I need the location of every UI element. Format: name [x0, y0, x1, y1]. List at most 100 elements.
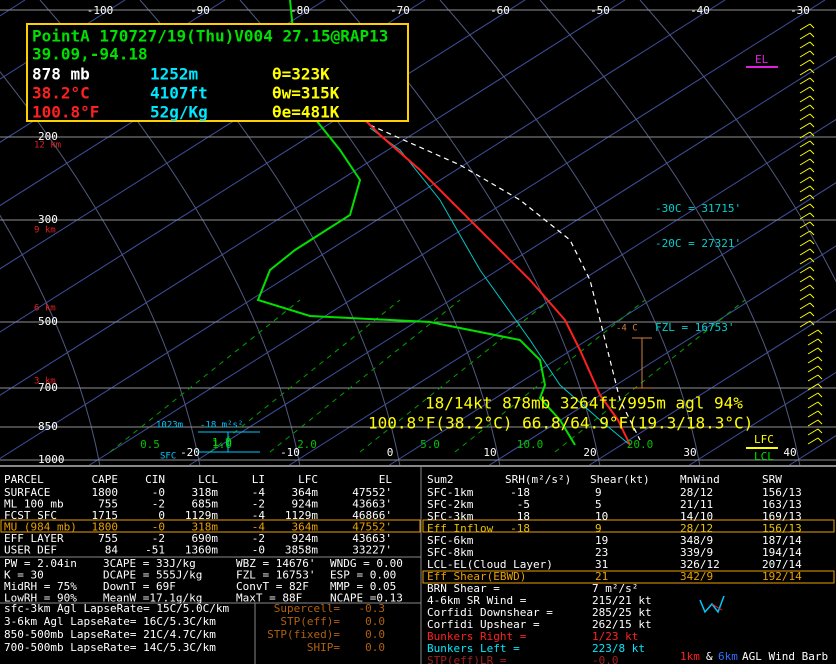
parcel-cell: 43663'	[352, 532, 392, 545]
wind-barb	[799, 284, 811, 292]
wind-barbs	[799, 23, 823, 445]
wind-barb	[817, 347, 823, 353]
parcel-cell: 1129m	[285, 509, 318, 522]
wind-barb	[809, 68, 815, 74]
top-axis-label: -80	[290, 4, 310, 17]
wind-barb	[817, 329, 823, 335]
kin-cell: Eff Inflow	[427, 522, 494, 535]
wind-barb	[809, 113, 815, 119]
kin-cell: SFC-8km	[427, 546, 474, 559]
param: NCAPE =0.13	[330, 592, 403, 605]
footer-6km: 6km	[718, 650, 738, 663]
parcel-cell: 43663'	[352, 498, 392, 511]
composite-label: Supercell=	[274, 602, 341, 615]
wind-barb	[817, 365, 823, 371]
wind-barb	[817, 392, 823, 398]
parcel-cell: EFF LAYER	[4, 532, 64, 545]
wind-barb	[807, 338, 819, 346]
readout: 878 mb 1252m θ=323K 38.2°C 4107ft θw=315K 100.…	[32, 65, 340, 122]
wind-barb	[799, 212, 811, 220]
wind-barb	[799, 131, 811, 139]
top-axis-label: -60	[490, 4, 510, 17]
wind-barb	[817, 428, 823, 434]
parcel-cell: 1129m	[185, 509, 218, 522]
kin-param-label: Corfidi Upshear =	[427, 618, 540, 631]
parcel-cell: 364m	[292, 521, 319, 534]
hodo-label: 1.0	[212, 436, 232, 449]
kin-cell: 18	[517, 510, 530, 523]
parcel-cell: 46866'	[352, 509, 392, 522]
kin-cell: 194/14	[762, 546, 802, 559]
parcel-cell: -0	[152, 486, 165, 499]
wind-barb	[809, 32, 815, 38]
wind-barb	[799, 140, 811, 148]
dry-adiabat	[639, 0, 836, 283]
latlon: 39.09,-94.18	[32, 45, 148, 64]
helicity-label: -18 m²s²	[200, 421, 243, 431]
mixing-ratio-label: 20.0	[627, 438, 654, 451]
param: DownT = 69F	[103, 580, 176, 593]
kin-cell: SFC-3km	[427, 510, 474, 523]
kin-cell: 19	[595, 534, 608, 547]
wind-barb	[817, 419, 823, 425]
param: MaxT = 88F	[236, 592, 302, 605]
pressure-label: 300	[38, 213, 58, 226]
wind-barb	[799, 221, 811, 229]
parcel-cell: 47552'	[352, 486, 392, 499]
height-label: 6 km	[34, 304, 56, 314]
parcel-cell: -2	[152, 498, 165, 511]
parcel-cell: -2	[252, 498, 265, 511]
wind-barb	[809, 248, 815, 254]
wind-barb	[809, 86, 815, 92]
kin-cell: -18	[510, 522, 530, 535]
parcel-cell: 3858m	[285, 544, 318, 557]
ebwd-highlight	[422, 570, 835, 584]
footer-amp: &	[706, 650, 713, 663]
parcel-cell: -51	[145, 544, 165, 557]
wind-barb	[809, 41, 815, 47]
composite-value: -0.3	[359, 602, 386, 615]
mu-highlight	[0, 519, 421, 533]
cursor-line: 18/14kt 878mb 3264ft/995m agl 94%	[425, 394, 743, 413]
pressure-label: 200	[38, 130, 58, 143]
kin-param-label: 4-6km SR Wind =	[427, 594, 527, 607]
wind-barb	[799, 176, 811, 184]
wind-barb	[809, 149, 815, 155]
footer-1km: 1km	[680, 650, 700, 663]
height-label: 3 km	[34, 377, 56, 387]
kin-cell: SFC-6km	[427, 534, 474, 547]
readout-value: θ=323K	[272, 65, 330, 84]
wind-barb	[807, 401, 819, 409]
kin-param-label: Bunkers Right =	[427, 630, 527, 643]
kin-param-value: 285/25 kt	[592, 606, 652, 619]
dry-adiabat	[539, 0, 801, 467]
dewpoint-trace	[256, 0, 576, 446]
composite-label: STP(eff)=	[280, 615, 340, 628]
wind-barb	[809, 167, 815, 173]
parcel-cell: 1360m	[185, 544, 218, 557]
kin-cell: 10	[595, 510, 608, 523]
kin-header: Shear(kt)	[590, 473, 650, 486]
param: MMP = 0.05	[330, 580, 396, 593]
level-annotation: FZL = 16753'	[655, 321, 734, 334]
bottom-axis-label: 30	[683, 446, 696, 459]
parcel-cell: 1715	[92, 509, 119, 522]
kin-cell: 207/14	[762, 558, 802, 571]
readout-value: 1252m	[150, 65, 199, 84]
parcel-cell: 685m	[192, 498, 219, 511]
level-annotation: -20C = 27321'	[655, 237, 741, 250]
parcel-cell: -0	[252, 544, 265, 557]
pressure-label: 1000	[38, 453, 65, 466]
inflow-highlight	[422, 519, 835, 533]
pressure-label: 500	[38, 315, 58, 328]
mixing-ratio-label: 0.5	[140, 438, 160, 451]
readout-value: 4107ft	[150, 84, 208, 103]
readout-value: 878 mb	[32, 65, 90, 84]
kin-cell: -5	[517, 498, 530, 511]
parcel-cell: 364m	[292, 486, 319, 499]
wind-barb	[799, 68, 811, 76]
kin-cell: 163/13	[762, 498, 802, 511]
wind-barb	[809, 239, 815, 245]
